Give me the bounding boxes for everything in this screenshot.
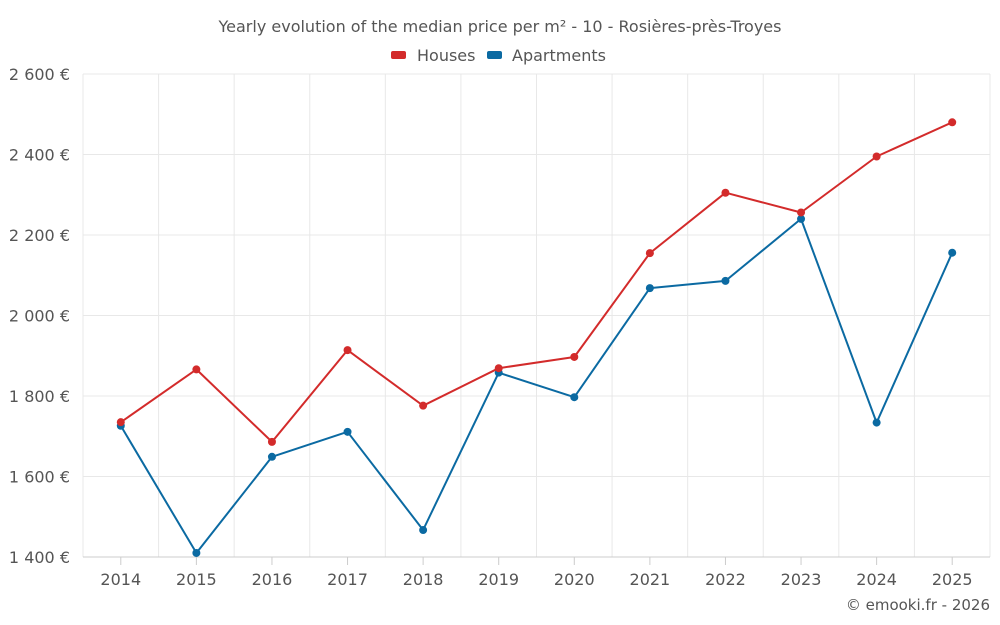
y-tick-label: 2 400 € xyxy=(9,146,70,165)
series-apartments xyxy=(116,214,957,557)
legend-swatch-apartments xyxy=(487,51,502,59)
data-point-apartments[interactable] xyxy=(872,418,881,427)
x-tick-label: 2021 xyxy=(630,570,671,589)
grid xyxy=(82,73,991,557)
y-tick-label: 2 200 € xyxy=(9,226,70,245)
x-tick-label: 2015 xyxy=(176,570,217,589)
data-point-houses[interactable] xyxy=(116,418,125,427)
data-point-houses[interactable] xyxy=(267,437,276,446)
legend-label-houses: Houses xyxy=(417,46,475,65)
data-point-apartments[interactable] xyxy=(267,452,276,461)
legend: Houses Apartments xyxy=(391,46,606,65)
x-tick-label: 2014 xyxy=(100,570,141,589)
y-tick-label: 2 000 € xyxy=(9,307,70,326)
legend-item-houses[interactable]: Houses xyxy=(391,46,475,65)
legend-label-apartments: Apartments xyxy=(512,46,606,65)
x-tick-label: 2016 xyxy=(252,570,293,589)
x-tick-label: 2017 xyxy=(327,570,368,589)
data-point-apartments[interactable] xyxy=(419,526,428,535)
y-axis-ticks: 1 400 € 1 600 € 1 800 € 2 000 € 2 200 € 2 400… xyxy=(9,65,70,567)
series-houses xyxy=(116,118,957,446)
data-point-houses[interactable] xyxy=(797,208,806,217)
y-tick-label: 2 600 € xyxy=(9,65,70,84)
x-tick-label: 2022 xyxy=(705,570,746,589)
data-point-houses[interactable] xyxy=(872,152,881,161)
data-point-houses[interactable] xyxy=(645,249,654,258)
series-line-apartments xyxy=(119,217,954,554)
data-point-houses[interactable] xyxy=(343,346,352,355)
data-point-apartments[interactable] xyxy=(721,276,730,285)
y-tick-label: 1 400 € xyxy=(9,548,70,567)
chart-title: Yearly evolution of the median price per… xyxy=(218,17,782,36)
x-tick-label: 2024 xyxy=(856,570,897,589)
legend-swatch-houses xyxy=(391,51,406,59)
data-point-houses[interactable] xyxy=(570,352,579,361)
data-point-apartments[interactable] xyxy=(343,427,352,436)
x-tick-label: 2025 xyxy=(932,570,973,589)
x-tick-label: 2019 xyxy=(478,570,519,589)
x-tick-label: 2020 xyxy=(554,570,595,589)
data-point-houses[interactable] xyxy=(948,118,957,127)
data-point-houses[interactable] xyxy=(494,364,503,373)
data-point-apartments[interactable] xyxy=(570,393,579,402)
x-axis-ticks: 2014 2015 2016 2017 2018 2019 2020 2021 2022 2023… xyxy=(100,557,973,589)
data-point-apartments[interactable] xyxy=(645,284,654,293)
y-tick-label: 1 800 € xyxy=(9,387,70,406)
x-tick-label: 2023 xyxy=(781,570,822,589)
data-point-apartments[interactable] xyxy=(797,214,806,223)
data-point-apartments[interactable] xyxy=(948,248,957,257)
data-point-houses[interactable] xyxy=(721,188,730,197)
data-point-apartments[interactable] xyxy=(192,548,201,557)
series xyxy=(116,118,957,557)
x-tick-label: 2018 xyxy=(403,570,444,589)
credit-text: © emooki.fr - 2026 xyxy=(846,596,990,614)
data-point-houses[interactable] xyxy=(192,365,201,374)
data-point-houses[interactable] xyxy=(419,401,428,410)
legend-item-apartments[interactable]: Apartments xyxy=(487,46,606,65)
series-line-houses xyxy=(120,121,953,443)
y-tick-label: 1 600 € xyxy=(9,468,70,487)
